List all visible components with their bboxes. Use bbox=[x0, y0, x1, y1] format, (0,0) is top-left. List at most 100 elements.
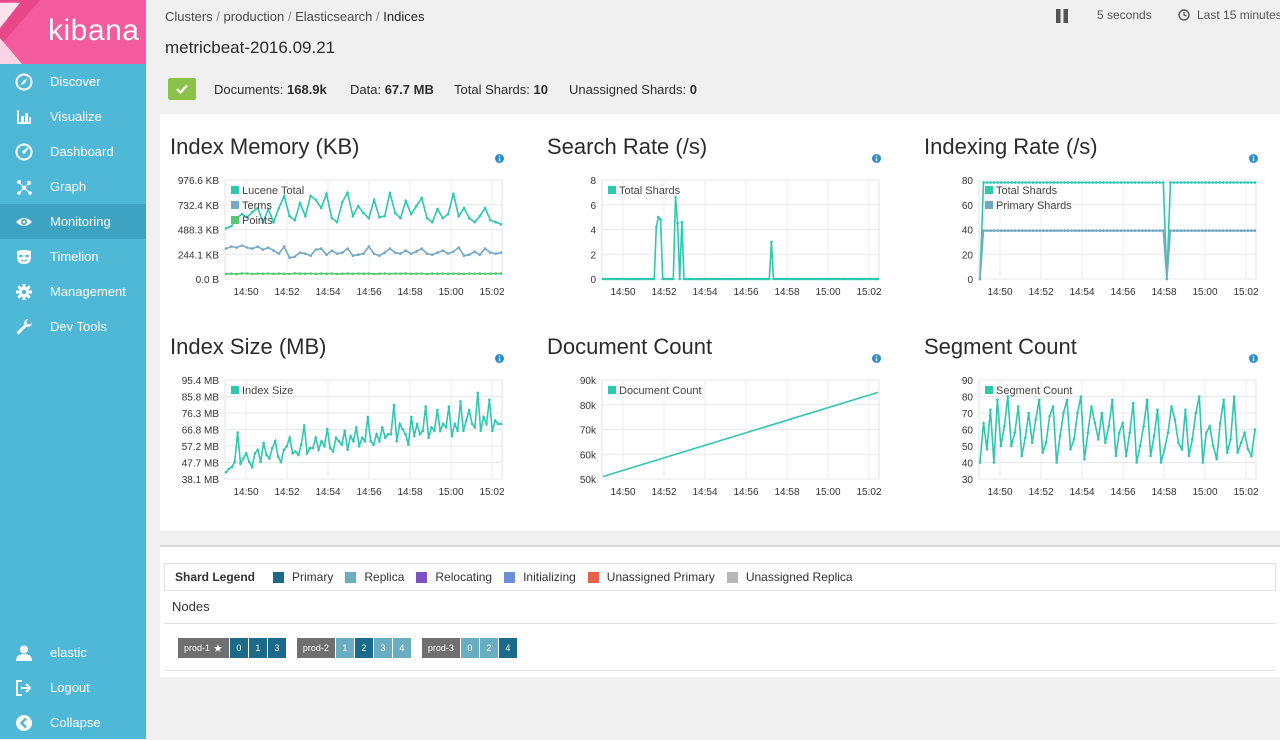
nav-label: Graph bbox=[50, 179, 87, 194]
data-point bbox=[665, 277, 669, 281]
data-point bbox=[625, 277, 628, 281]
data-point bbox=[319, 272, 323, 275]
breadcrumb-elasticsearch[interactable]: Elasticsearch bbox=[295, 9, 373, 24]
data-point bbox=[1003, 229, 1006, 232]
data-point bbox=[499, 422, 503, 426]
refresh-interval[interactable]: 5 seconds bbox=[1097, 8, 1152, 22]
data-point bbox=[1253, 181, 1257, 184]
data-point bbox=[1056, 229, 1059, 232]
data-point bbox=[631, 277, 635, 281]
shard-primary[interactable]: 3 bbox=[267, 638, 286, 658]
data-point bbox=[985, 181, 989, 184]
shard-primary[interactable]: 4 bbox=[498, 638, 517, 658]
data-point bbox=[259, 460, 262, 464]
data-point bbox=[272, 249, 275, 252]
nav-item-discover[interactable]: Discover bbox=[0, 64, 146, 99]
data-point bbox=[1042, 229, 1045, 232]
data-point bbox=[1239, 229, 1243, 232]
stat-label: Data: bbox=[350, 82, 382, 97]
data-point bbox=[795, 277, 799, 281]
data-point bbox=[1186, 229, 1190, 232]
shard-replica[interactable]: 4 bbox=[392, 638, 411, 658]
legend-label: Total Shards bbox=[996, 185, 1058, 197]
data-point bbox=[1042, 181, 1045, 184]
data-point bbox=[392, 403, 396, 407]
data-point bbox=[723, 277, 726, 281]
nav-item-user[interactable]: elastic bbox=[0, 635, 146, 670]
data-point bbox=[1204, 181, 1207, 184]
data-point bbox=[363, 439, 367, 443]
data-point bbox=[1130, 229, 1133, 232]
data-point bbox=[351, 272, 355, 276]
data-point bbox=[1024, 229, 1028, 232]
nav-item-management[interactable]: Management bbox=[0, 274, 146, 309]
data-point bbox=[1038, 181, 1042, 184]
info-icon[interactable] bbox=[872, 354, 881, 363]
data-point bbox=[996, 229, 999, 232]
data-point bbox=[640, 277, 643, 281]
shard-replica[interactable]: 1 bbox=[335, 638, 354, 658]
data-point bbox=[1128, 431, 1131, 435]
nav-item-dev-tools[interactable]: Dev Tools bbox=[0, 309, 146, 344]
data-point bbox=[420, 247, 424, 250]
data-point bbox=[1236, 229, 1239, 232]
nav-item-timelion[interactable]: Timelion bbox=[0, 239, 146, 274]
legend-label: Unassigned Replica bbox=[745, 570, 853, 584]
shard-legend-item: Replica bbox=[345, 570, 404, 584]
nav-label: Visualize bbox=[50, 109, 102, 124]
info-icon[interactable] bbox=[872, 154, 881, 163]
data-point bbox=[383, 214, 386, 218]
breadcrumb-clusters[interactable]: Clusters bbox=[165, 9, 213, 24]
data-point bbox=[693, 277, 696, 281]
data-point bbox=[1194, 411, 1198, 415]
data-point bbox=[478, 272, 482, 275]
info-icon[interactable] bbox=[1249, 354, 1258, 363]
data-point bbox=[331, 450, 335, 453]
data-point bbox=[431, 220, 434, 224]
data-point bbox=[476, 391, 480, 395]
summary-bar: Documents: 168.9k Data: 67.7 MB Total Sh… bbox=[146, 64, 1280, 114]
data-point bbox=[620, 277, 624, 281]
node-prod-2[interactable]: prod-2 1 2 3 4 bbox=[296, 638, 412, 658]
document-count-chart: 90k 80k 70k 60k 50k 14:50 14:52 14:54 14:56 14:58… bbox=[580, 376, 882, 498]
shard-primary[interactable]: 1 bbox=[248, 638, 267, 658]
data-point bbox=[441, 249, 445, 252]
data-point bbox=[456, 429, 459, 433]
shard-replica[interactable]: 2 bbox=[479, 638, 498, 658]
data-point bbox=[425, 272, 429, 276]
node-prod-3[interactable]: prod-3 0 2 4 bbox=[421, 638, 518, 658]
shard-primary[interactable]: 0 bbox=[229, 638, 248, 658]
data-point bbox=[1063, 181, 1066, 184]
data-point bbox=[1003, 424, 1006, 428]
data-point bbox=[453, 422, 457, 426]
data-point bbox=[851, 277, 854, 281]
data-point bbox=[1079, 395, 1083, 398]
node-prod-1[interactable]: prod-1 ★ 0 1 3 bbox=[178, 638, 287, 658]
nav-item-logout[interactable]: Logout bbox=[0, 670, 146, 705]
kibana-logo[interactable]: kibana bbox=[0, 0, 146, 64]
data-point bbox=[357, 445, 361, 448]
data-point bbox=[1030, 441, 1034, 444]
shard-replica[interactable]: 3 bbox=[373, 638, 392, 658]
nav-item-visualize[interactable]: Visualize bbox=[0, 99, 146, 134]
data-point bbox=[706, 277, 709, 281]
data-point bbox=[242, 457, 245, 460]
info-icon[interactable] bbox=[495, 354, 504, 363]
time-range-picker[interactable]: Last 15 minutes bbox=[1178, 8, 1280, 22]
data-point bbox=[304, 214, 307, 218]
shard-replica[interactable]: 0 bbox=[460, 638, 479, 658]
shard-primary[interactable]: 2 bbox=[354, 638, 373, 658]
nav-item-collapse[interactable]: Collapse bbox=[0, 705, 146, 740]
data-point bbox=[1093, 421, 1097, 425]
nav-item-monitoring[interactable]: Monitoring bbox=[0, 204, 146, 239]
data-point bbox=[314, 272, 318, 276]
info-icon[interactable] bbox=[1249, 154, 1258, 163]
nav-item-graph[interactable]: Graph bbox=[0, 169, 146, 204]
data-point bbox=[759, 277, 763, 281]
nav-item-dashboard[interactable]: Dashboard bbox=[0, 134, 146, 169]
info-icon[interactable] bbox=[495, 154, 504, 163]
pause-icon[interactable] bbox=[1056, 9, 1068, 23]
data-point bbox=[247, 460, 251, 464]
data-point bbox=[757, 277, 760, 281]
breadcrumb-production[interactable]: production bbox=[223, 9, 285, 24]
